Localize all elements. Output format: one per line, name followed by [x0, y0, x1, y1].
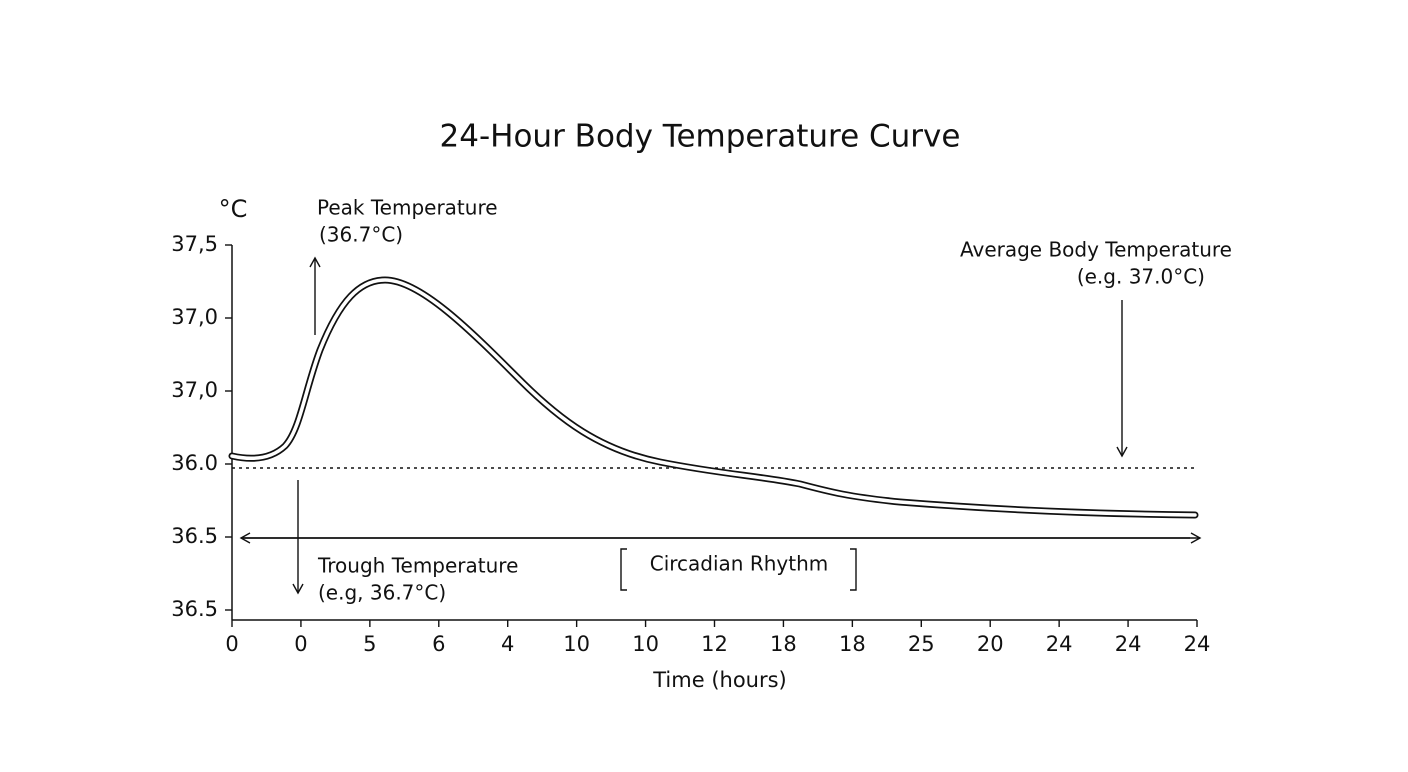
- average-label: Average Body Temperature: [960, 238, 1232, 262]
- x-tick-label: 0: [294, 632, 307, 656]
- y-unit: °C: [219, 195, 248, 223]
- y-tick-label: 36.5: [171, 597, 218, 621]
- rhythm-label: Circadian Rhythm: [650, 552, 829, 576]
- x-tick-label: 25: [908, 632, 935, 656]
- y-tick-label: 36.0: [171, 451, 218, 475]
- x-tick-label: 5: [363, 632, 376, 656]
- x-tick-label: 10: [632, 632, 659, 656]
- x-tick-label: 0: [225, 632, 238, 656]
- y-tick-label: 36.5: [171, 524, 218, 548]
- x-tick-label: 20: [977, 632, 1004, 656]
- x-axis-label: Time (hours): [652, 668, 787, 692]
- average-value: (e.g. 37.0°C): [1077, 265, 1205, 289]
- trough-value: (e.g, 36.7°C): [318, 581, 446, 605]
- x-tick-label: 24: [1046, 632, 1073, 656]
- x-tick-label: 18: [770, 632, 797, 656]
- y-tick-label: 37,5: [171, 232, 218, 256]
- y-tick-label: 37,0: [171, 378, 218, 402]
- x-tick-label: 10: [563, 632, 590, 656]
- x-tick-label: 4: [501, 632, 514, 656]
- x-tick-label: 6: [432, 632, 445, 656]
- peak-label: Peak Temperature: [317, 196, 498, 220]
- chart-title: 24-Hour Body Temperature Curve: [440, 119, 961, 155]
- x-tick-label: 18: [839, 632, 866, 656]
- x-tick-label: 24: [1184, 632, 1211, 656]
- x-tick-label: 12: [701, 632, 728, 656]
- y-tick-label: 37,0: [171, 305, 218, 329]
- temperature-curve: [228, 276, 1199, 519]
- x-tick-label: 24: [1115, 632, 1142, 656]
- peak-value: (36.7°C): [319, 223, 403, 247]
- trough-label: Trough Temperature: [317, 554, 518, 578]
- rhythm-brackets: [620, 548, 857, 591]
